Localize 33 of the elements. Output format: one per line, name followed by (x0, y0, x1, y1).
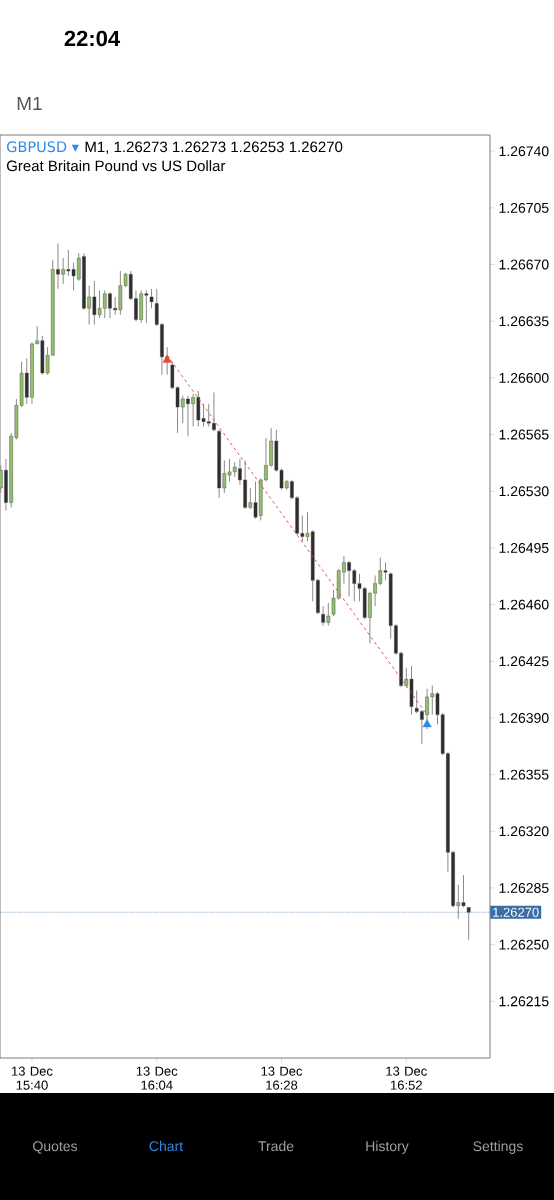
y-tick-label: 1.26390 (499, 712, 549, 723)
x-tick-label: 13 Dec 15:40 (12, 1066, 53, 1090)
text: Quotes (33, 1141, 78, 1154)
y-tick-label: 1.26565 (499, 429, 549, 440)
ref-line-label: 1.26270 (493, 907, 539, 917)
text: 22:04 (64, 30, 121, 47)
text: M1 (17, 96, 42, 111)
text: History (366, 1140, 409, 1154)
y-tick-label: 1.26285 (499, 883, 549, 893)
y-tick-label: 1.26250 (499, 939, 549, 950)
y-tick-label: 1.26320 (499, 826, 549, 837)
candlestick (466, 907, 471, 941)
y-tick-label: 1.26460 (499, 599, 549, 610)
candlestick (149, 288, 154, 309)
text: Settings (473, 1140, 523, 1154)
x-tick-label: 13 Dec 16:52 (386, 1066, 427, 1090)
y-tick-label: 1.26600 (499, 372, 549, 383)
y-tick-label: 1.26705 (499, 202, 549, 213)
y-tick-label: 1.26425 (499, 656, 549, 667)
text: Chart (149, 1140, 184, 1152)
y-tick-label: 1.26215 (499, 996, 549, 1007)
x-tick-label: 13 Dec 16:28 (261, 1066, 303, 1090)
y-tick-label: 1.26740 (499, 146, 549, 157)
text: Great Britain Pound vs US Dollar (6, 160, 226, 172)
y-tick-label: 1.26530 (499, 486, 549, 497)
annotation: M1, 1.26273 1.26273 1.26253 1.26270 (85, 141, 343, 154)
y-tick-label: 1.26635 (499, 316, 549, 327)
y-tick-label: 1.26355 (499, 769, 549, 780)
x-tick-label: 13 Dec 16:04 (136, 1066, 178, 1090)
y-tick-label: 1.26495 (499, 542, 549, 553)
y-tick-label: 1.26670 (499, 259, 549, 270)
text: Trade (258, 1140, 294, 1152)
chart-title: GBPUSD ▾ (7, 141, 79, 153)
